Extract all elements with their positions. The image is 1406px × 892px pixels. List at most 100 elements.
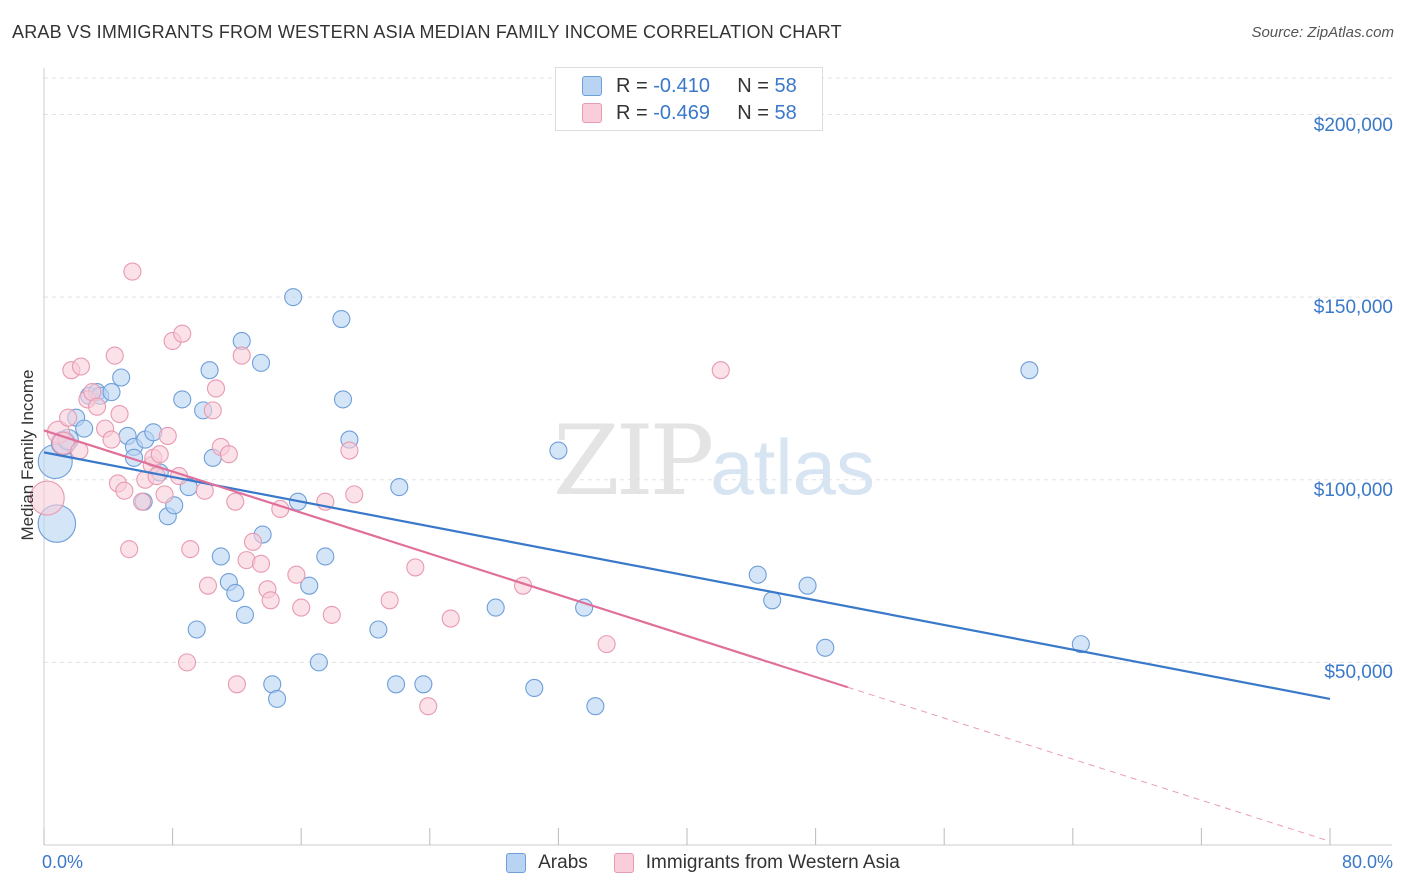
- point-western-asia: [287, 565, 306, 584]
- legend-r-value: -0.410: [653, 74, 710, 97]
- point-arabs: [124, 448, 144, 467]
- point-arabs: [251, 353, 271, 372]
- point-western-asia: [87, 397, 107, 416]
- point-arabs: [300, 576, 319, 595]
- series-swatch-arabs: [506, 853, 527, 873]
- point-western-asia: [419, 697, 438, 716]
- point-western-asia: [198, 576, 218, 595]
- point-arabs: [316, 547, 335, 566]
- point-arabs: [1020, 361, 1039, 380]
- point-western-asia: [232, 346, 251, 365]
- watermark: ZIPatlas: [553, 405, 875, 517]
- point-western-asia: [251, 554, 271, 573]
- point-arabs: [211, 547, 230, 566]
- y-tick-label: $50,000: [1324, 662, 1393, 684]
- series-legend-arabs[interactable]: Arabs: [506, 852, 588, 874]
- y-tick-label: $100,000: [1313, 479, 1393, 501]
- point-arabs: [102, 383, 121, 402]
- point-western-asia: [123, 262, 142, 281]
- point-arabs: [549, 441, 568, 460]
- point-western-asia: [203, 401, 222, 420]
- trend-line-western-asia-extension: [847, 686, 1331, 842]
- point-western-asia: [115, 481, 134, 500]
- legend-n-value: 58: [774, 74, 797, 97]
- point-western-asia: [155, 485, 174, 504]
- correlation-legend: R = -0.410 N = 58 R = -0.469 N = 58: [555, 67, 823, 131]
- point-western-asia: [178, 653, 197, 672]
- y-tick-label: $150,000: [1313, 297, 1393, 319]
- legend-row-arabs: R = -0.410 N = 58: [582, 74, 797, 98]
- point-arabs: [390, 478, 409, 497]
- point-western-asia: [226, 492, 245, 511]
- legend-swatch-western-asia: [582, 103, 602, 123]
- point-western-asia: [150, 445, 169, 464]
- y-axis-label: Median Family Income: [18, 369, 37, 541]
- series-swatch-western-asia: [613, 853, 634, 873]
- point-western-asia: [110, 404, 129, 424]
- point-arabs: [763, 591, 782, 610]
- point-western-asia: [71, 357, 91, 376]
- point-western-asia: [227, 675, 246, 694]
- point-arabs: [75, 419, 94, 438]
- point-arabs: [816, 638, 835, 657]
- point-western-asia: [173, 324, 192, 343]
- point-western-asia: [711, 361, 730, 380]
- point-western-asia: [340, 441, 359, 460]
- point-western-asia: [206, 379, 226, 398]
- point-arabs: [386, 675, 406, 694]
- legend-r-label: R =: [616, 101, 648, 124]
- point-arabs: [333, 390, 353, 409]
- point-western-asia: [380, 591, 399, 610]
- point-western-asia: [133, 492, 152, 511]
- x-tick-label-min: 0.0%: [42, 852, 84, 872]
- point-arabs: [235, 605, 254, 624]
- point-arabs: [268, 689, 287, 708]
- trend-line-western-asia: [43, 429, 849, 689]
- point-arabs: [1071, 635, 1090, 654]
- point-western-asia: [322, 605, 341, 624]
- point-arabs: [525, 678, 544, 697]
- series-name-arabs: Arabs: [538, 852, 588, 873]
- point-western-asia: [181, 540, 200, 559]
- point-western-asia: [59, 408, 78, 427]
- point-western-asia: [105, 346, 124, 365]
- point-western-asia: [29, 480, 65, 516]
- point-arabs: [586, 697, 605, 716]
- point-arabs: [369, 620, 388, 639]
- point-western-asia: [261, 591, 280, 610]
- point-arabs: [173, 390, 192, 409]
- watermark-atlas: atlas: [710, 423, 875, 511]
- point-arabs: [112, 368, 131, 387]
- point-arabs: [284, 288, 303, 307]
- series-legend-western-asia[interactable]: Immigrants from Western Asia: [613, 852, 900, 874]
- point-western-asia: [597, 635, 616, 654]
- point-western-asia: [406, 558, 425, 577]
- legend-row-western-asia: R = -0.469 N = 58: [582, 101, 797, 125]
- point-western-asia: [292, 598, 311, 617]
- legend-swatch-arabs: [582, 76, 602, 96]
- point-arabs: [486, 598, 505, 617]
- point-arabs: [309, 653, 328, 672]
- source-label: Source: ZipAtlas.com: [1251, 24, 1394, 41]
- legend-n-value: 58: [774, 101, 797, 124]
- point-western-asia: [158, 426, 177, 445]
- point-arabs: [226, 583, 245, 603]
- series-name-western-asia: Immigrants from Western Asia: [645, 852, 900, 873]
- trend-line-arabs: [43, 451, 1331, 700]
- point-arabs: [187, 620, 206, 639]
- legend-n-label: N =: [737, 101, 769, 124]
- point-western-asia: [441, 609, 460, 628]
- point-arabs: [200, 361, 219, 380]
- legend-r-value: -0.469: [653, 101, 710, 124]
- point-arabs: [748, 565, 767, 584]
- point-arabs: [332, 310, 351, 329]
- series-legend: Arabs Immigrants from Western Asia: [0, 852, 1406, 874]
- point-western-asia: [345, 485, 364, 504]
- point-western-asia: [120, 540, 139, 559]
- point-western-asia: [219, 445, 238, 464]
- legend-r-label: R =: [616, 74, 648, 97]
- watermark-zip: ZIP: [553, 405, 714, 517]
- y-tick-label: $200,000: [1313, 114, 1393, 136]
- x-tick-label-max: 80.0%: [1341, 852, 1393, 872]
